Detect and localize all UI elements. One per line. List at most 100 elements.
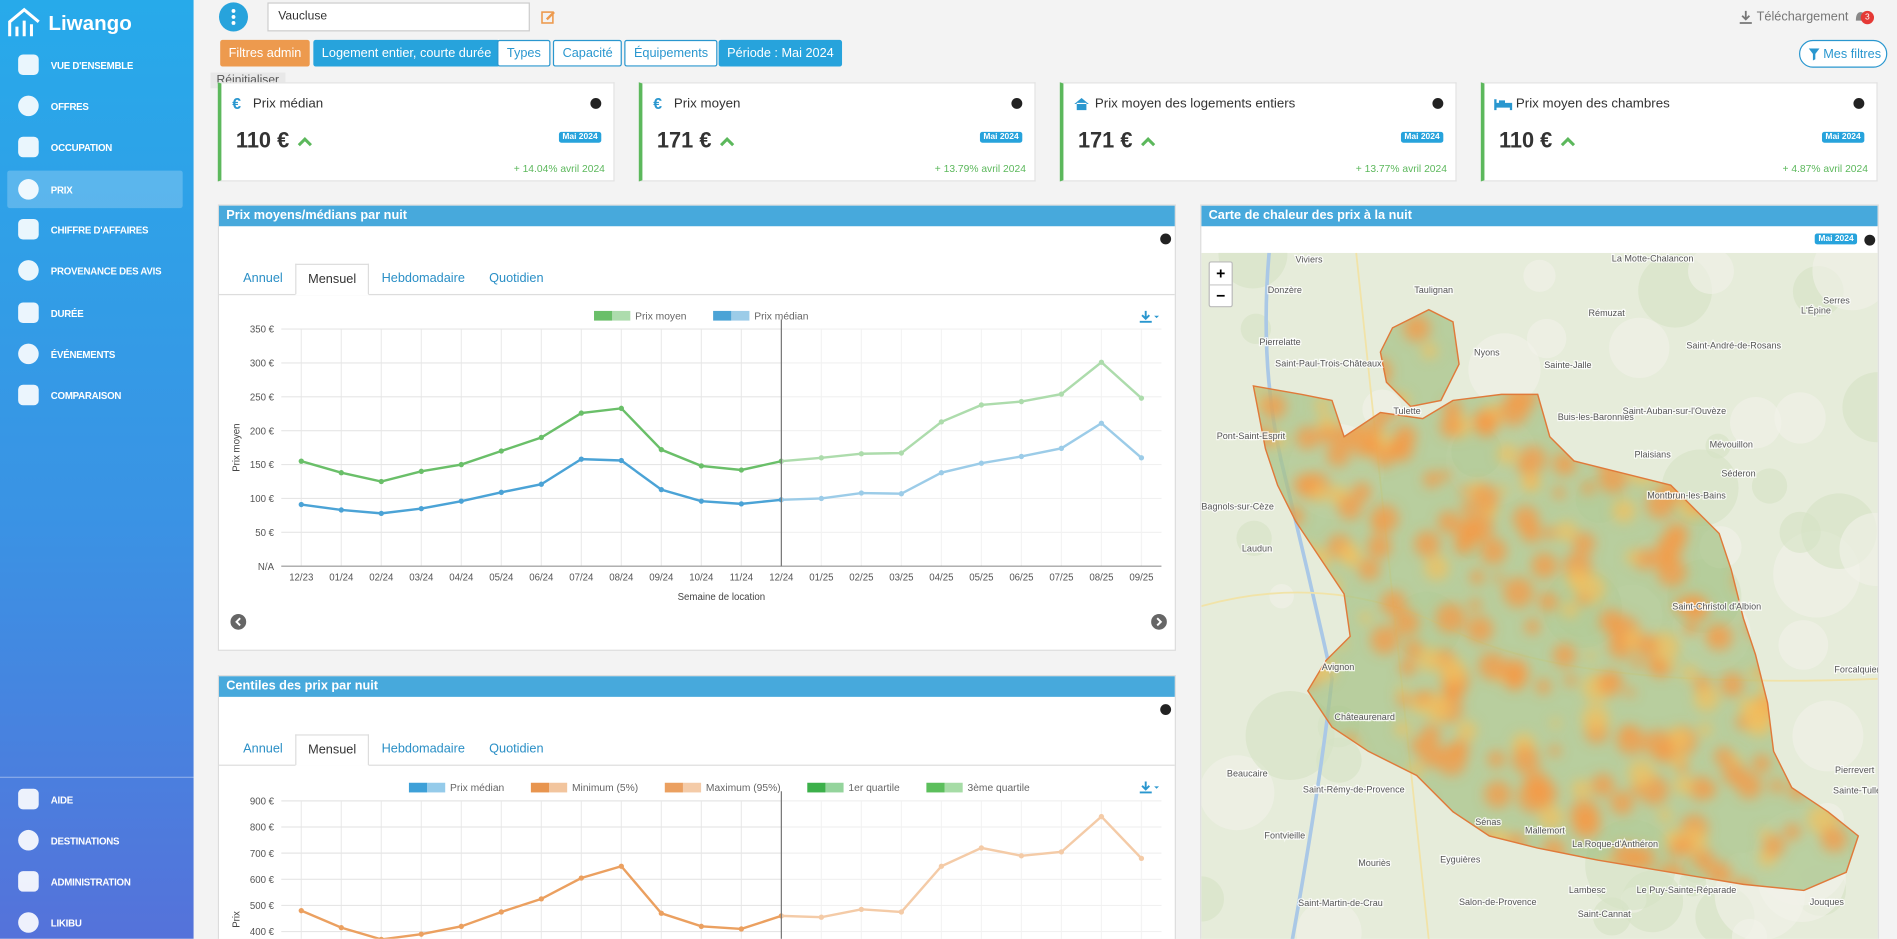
kpi-card: Prix moyen des chambres 110 € Mai 2024 + 4.… [1480,82,1878,182]
search-box[interactable]: Vaucluse [267,2,530,32]
point [338,470,344,476]
heat-blob [1698,722,1712,737]
info-icon[interactable] [1432,97,1444,109]
tab[interactable]: Hebdomadaire [381,741,465,757]
menu-item[interactable]: OFFRES [0,94,194,118]
edit-icon[interactable] [541,10,557,26]
heat-blob [1624,687,1636,698]
filter-button[interactable]: Types [497,39,551,67]
info-icon[interactable] [1011,97,1023,109]
point [1098,359,1105,365]
tab[interactable]: Hebdomadaire [381,270,465,286]
info-icon[interactable] [1853,97,1865,109]
menu-icon [18,788,39,810]
point [538,481,544,487]
tab[interactable]: Annuel [243,741,283,757]
series-line [300,360,1143,483]
filter-button[interactable]: Filtres admin [220,39,310,67]
kpi-icon [1074,97,1089,111]
heat-blob [1437,510,1460,533]
heat-blob [1512,746,1540,774]
tab[interactable]: Mensuel [294,263,370,296]
heat-blob [1420,724,1441,745]
legend-label: Prix médian [450,783,504,794]
place-label: Taulignan [1414,285,1453,295]
filter-button[interactable]: Logement entier, courte durée [313,39,500,67]
my-filters-button[interactable]: Mes filtres [1799,39,1888,68]
heat-blob [1359,611,1372,624]
zoom-out[interactable]: − [1216,286,1226,305]
heat-blob [1693,686,1720,712]
kpi-title: Prix moyen des chambres [1515,96,1670,112]
point [938,419,945,425]
next-button[interactable] [1151,613,1168,630]
chart-download[interactable] [1139,310,1160,325]
tab[interactable]: Mensuel [294,734,370,766]
download-link[interactable]: Téléchargement [1756,9,1849,25]
point [418,468,424,475]
place-label: Mallemort [1525,826,1565,836]
menu-button[interactable] [218,2,249,32]
menu-item[interactable]: ADMINISTRATION [0,870,194,894]
download-icon[interactable] [1739,10,1754,25]
kpi-title: Prix moyen des logements entiers [1094,96,1296,112]
menu-icon [18,54,39,76]
tab[interactable]: Quotidien [489,270,544,286]
point [378,478,384,485]
info-icon[interactable] [1864,234,1876,246]
info-icon[interactable] [1160,704,1172,716]
heat-blob [1414,530,1441,558]
menu-item[interactable]: AIDE [0,788,194,812]
zoom-in[interactable]: + [1209,263,1232,286]
heat-blob [1460,500,1475,515]
heat-blob [1820,825,1848,853]
heat-blob [1399,658,1417,677]
menu-label: PROVENANCE DES AVIS [50,266,162,278]
tab[interactable]: Quotidien [489,741,544,757]
legend-swatch [731,310,750,321]
tabs: Annuel Mensuel Hebdomadaire Quotidien [218,734,1175,766]
kpi-change: + 13.79% avril 2024 [934,162,1026,175]
x-tick-label: 03/24 [409,573,434,584]
menu-item[interactable]: LIKIBU [0,911,194,935]
heat-blob [1435,602,1466,634]
heat-blob [1752,754,1771,773]
menu-item[interactable]: OCCUPATION [0,135,194,159]
heat-map[interactable]: Viviers Donzère Taulignan La Motte-Chalanco… [1201,252,1878,939]
y-tick-label: 200 € [250,426,275,437]
tab[interactable]: Annuel [243,270,283,286]
filter-button[interactable]: Période : Mai 2024 [718,39,843,67]
menu-item[interactable]: CHIFFRE D'AFFAIRES [0,218,194,242]
y-tick-label: 500 € [250,901,275,912]
terrain [1245,691,1335,781]
heat-blob [1620,724,1635,739]
place-label: Pont-Saint-Esprit [1217,431,1286,441]
legend-label: 3ème quartile [968,783,1030,794]
filter-button[interactable]: Équipements [624,39,718,67]
heat-blob [1456,720,1477,741]
heat-blob [1421,342,1438,359]
menu-item[interactable]: DESTINATIONS [0,829,194,853]
info-icon[interactable] [590,97,602,109]
legend-label: Minimum (5%) [572,783,638,794]
kpi-icon: € [232,94,242,113]
menu-item[interactable]: PROVENANCE DES AVIS [0,259,194,283]
info-icon[interactable] [1160,233,1172,245]
menu-item[interactable]: PRIX [0,178,194,202]
heat-blob [1311,485,1328,502]
heat-blob [1635,633,1660,658]
prev-button[interactable] [230,613,247,630]
menu-item[interactable]: DURÉE [0,301,194,325]
menu-item[interactable]: ÉVÉNEMENTS [0,342,194,366]
filter-button[interactable]: Capacité [552,39,623,67]
place-label: Châteaurenard [1334,712,1394,722]
terrain [1592,897,1632,936]
point [1138,855,1145,862]
place-label: Eyguières [1440,855,1481,865]
menu-item[interactable]: COMPARAISON [0,384,194,408]
menu-item[interactable]: VUE D'ENSEMBLE [0,53,194,77]
notification-badge[interactable]: 3 [1860,10,1875,25]
chart-download[interactable] [1139,780,1160,795]
heat-blob [1424,555,1450,581]
place-label: Forcalquier [1834,665,1878,675]
